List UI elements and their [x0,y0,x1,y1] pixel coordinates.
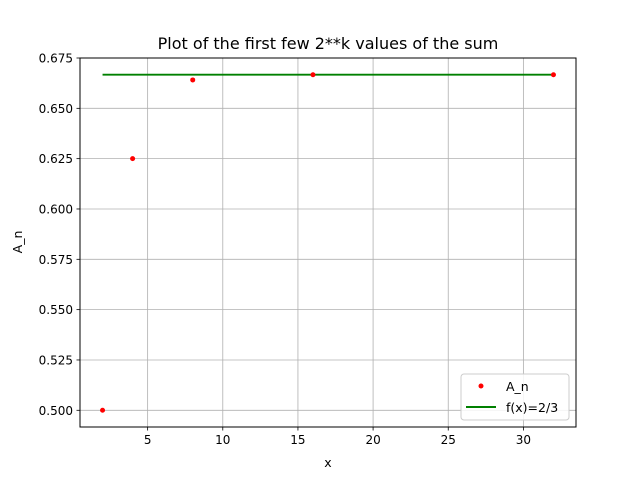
x-axis-label: x [324,455,331,470]
x-tick-label: 5 [144,433,152,447]
x-tick-label: 15 [290,433,305,447]
legend-box [460,373,570,421]
x-tick-label: 30 [516,433,531,447]
y-tick-label: 0.500 [39,404,73,418]
y-tick-label: 0.675 [39,52,73,66]
chart-title: Plot of the first few 2**k values of the… [158,34,499,53]
y-tick-label: 0.600 [39,202,73,216]
legend-marker-points [478,383,484,389]
data-point [100,407,106,413]
y-tick-label: 0.650 [39,102,73,116]
data-point [310,72,316,78]
legend-label-line: f(x)=2/3 [506,400,558,415]
x-tick-label: 25 [441,433,456,447]
y-tick-label: 0.550 [39,303,73,317]
data-point [550,72,556,78]
plot-frame [79,57,577,428]
x-tick-label: 20 [365,433,380,447]
x-tick-label: 10 [215,433,230,447]
y-tick-label: 0.575 [39,253,73,267]
legend: A_n f(x)=2/3 [460,373,570,421]
y-axis-label: A_n [10,231,25,254]
plot-series [100,72,556,413]
y-tick-label: 0.625 [39,152,73,166]
data-point [190,77,196,83]
grid [80,57,576,427]
y-tick-label: 0.525 [39,353,73,367]
axis-ticks: 5 10 15 20 25 30 0.500 0.525 0.550 0.575 0.600 0.62… [39,52,531,448]
data-point [130,156,136,162]
legend-label-points: A_n [506,379,529,394]
